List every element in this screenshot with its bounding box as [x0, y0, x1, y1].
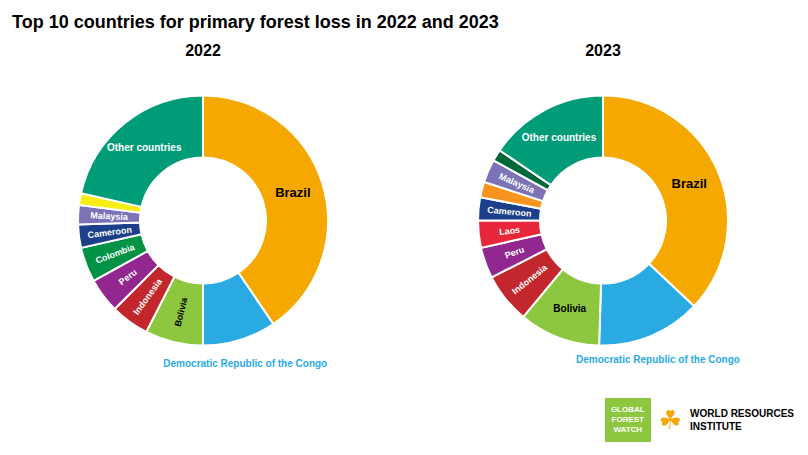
- svg-text:Cameroon: Cameroon: [87, 225, 132, 241]
- svg-text:Other countries: Other countries: [107, 142, 182, 153]
- svg-text:Bolivia: Bolivia: [553, 303, 586, 314]
- svg-text:Laos: Laos: [499, 225, 521, 237]
- html-text:WORLD RESOURCES: WORLD RESOURCES: [690, 408, 794, 419]
- svg-text:Bolivia: Bolivia: [173, 296, 190, 328]
- html-text:INSTITUTE: INSTITUTE: [690, 421, 742, 432]
- svg-text:Peru: Peru: [117, 267, 139, 287]
- svg-text:Democratic Republic of the Con: Democratic Republic of the Congo: [576, 354, 740, 365]
- svg-text:Cameroon: Cameroon: [487, 205, 532, 219]
- svg-text:Malaysia: Malaysia: [498, 171, 537, 195]
- svg-text:Colombia: Colombia: [94, 242, 137, 266]
- html-text:Top 10 countries for primary f: Top 10 countries for primary forest loss…: [12, 12, 499, 32]
- svg-text:Indonesia: Indonesia: [510, 262, 550, 297]
- svg-text:Peru: Peru: [503, 244, 525, 260]
- svg-text:Other countries: Other countries: [522, 132, 597, 143]
- html-text:GLOBAL FOREST WATCH: GLOBAL FOREST WATCH: [610, 405, 645, 434]
- html-text:2022: 2022: [185, 42, 221, 59]
- svg-text:Malaysia: Malaysia: [90, 210, 129, 222]
- svg-text:Democratic Republic of the Con: Democratic Republic of the Congo: [163, 358, 327, 369]
- svg-text:Brazil: Brazil: [672, 176, 707, 191]
- html-text:2023: 2023: [585, 42, 621, 59]
- svg-text:Brazil: Brazil: [275, 185, 310, 200]
- svg-text:Indonesia: Indonesia: [131, 276, 164, 317]
